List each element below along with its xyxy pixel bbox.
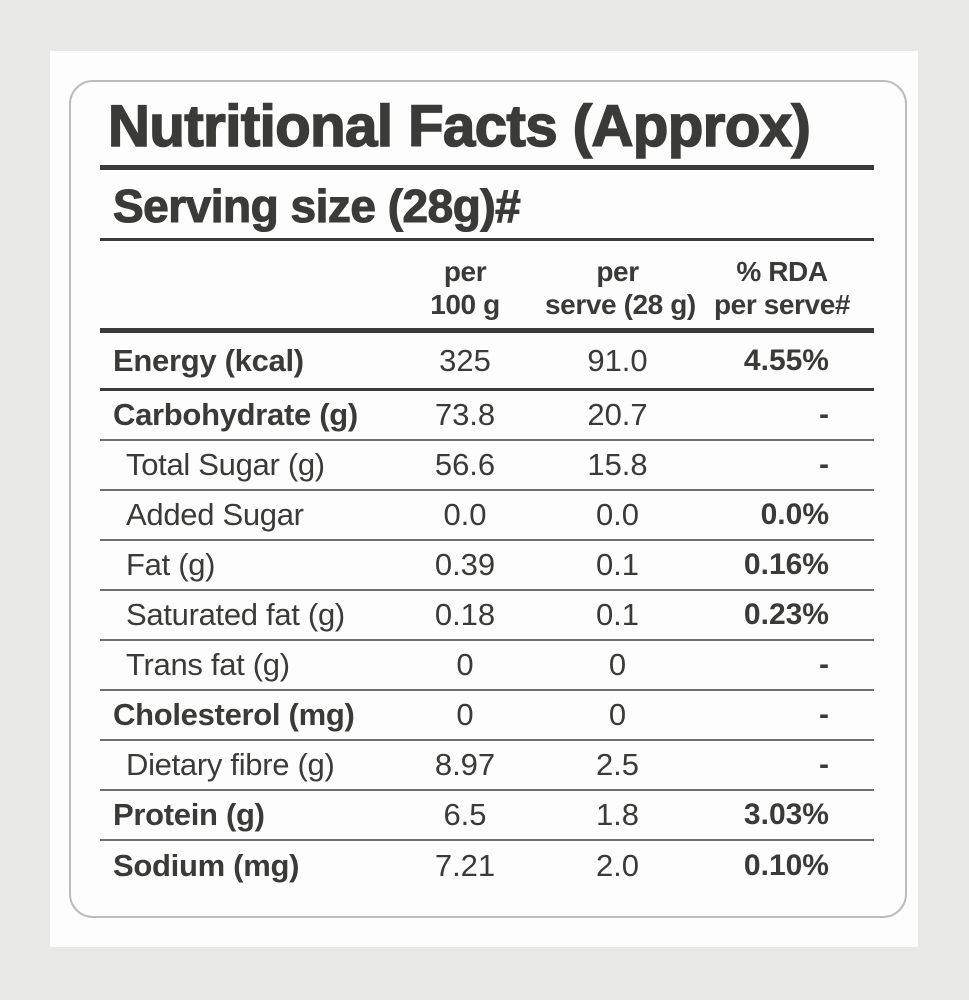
value-per-serve: 2.0 <box>595 848 640 883</box>
value-rda-per-serve: 0.10% <box>743 849 829 882</box>
column-header-per-100g: per 100 g <box>385 255 545 321</box>
value-per-100g: 7.21 <box>434 848 496 883</box>
table-row-protein: Protein (g) 6.5 1.8 3.03% <box>100 791 874 841</box>
table-row-fat: Fat (g) 0.39 0.1 0.16% <box>100 541 874 591</box>
nutrient-label: Carbohydrate (g) <box>113 397 358 432</box>
value-rda-per-serve: - <box>819 698 829 731</box>
nutrient-label: Total Sugar (g) <box>126 447 325 482</box>
column-header-line: per <box>443 256 487 287</box>
value-per-serve: 15.8 <box>587 447 648 482</box>
table-header-row: per 100 g per serve (28 g) % RDA per ser… <box>100 241 874 333</box>
value-per-100g: 56.6 <box>434 447 496 482</box>
value-rda-per-serve: 0.23% <box>743 598 829 631</box>
table-row-total-sugar: Total Sugar (g) 56.6 15.8 - <box>100 441 874 491</box>
value-per-100g: 6.5 <box>443 797 487 832</box>
serving-size-text: Serving size (28g)# <box>112 180 521 232</box>
value-per-100g: 0.18 <box>434 597 496 632</box>
column-header-line: % RDA <box>736 256 828 287</box>
value-rda-per-serve: - <box>819 648 829 681</box>
table-row-saturated-fat: Saturated fat (g) 0.18 0.1 0.23% <box>100 591 874 641</box>
table-row-carbohydrate: Carbohydrate (g) 73.8 20.7 - <box>100 391 874 441</box>
table-row-sodium: Sodium (mg) 7.21 2.0 0.10% <box>100 841 874 891</box>
title-section: Nutritional Facts (Approx) <box>100 82 874 170</box>
nutrient-label: Fat (g) <box>126 547 216 582</box>
value-per-serve: 1.8 <box>595 797 640 832</box>
value-rda-per-serve: - <box>819 748 829 781</box>
nutrient-label: Energy (kcal) <box>113 342 304 378</box>
column-header-line: serve (28 g) <box>545 289 696 320</box>
table-row-cholesterol: Cholesterol (mg) 0 0 - <box>100 691 874 741</box>
label-sheet: Nutritional Facts (Approx) Serving size … <box>50 51 918 947</box>
nutrient-label: Sodium (mg) <box>113 848 300 883</box>
value-per-serve: 20.7 <box>587 397 648 432</box>
column-header-per-serve: per serve (28 g) <box>545 255 696 321</box>
value-per-serve: 91.0 <box>587 342 648 378</box>
value-per-100g: 325 <box>439 342 491 378</box>
nutrient-label: Added Sugar <box>126 497 304 532</box>
column-header-line: per <box>596 256 639 287</box>
column-header-line: 100 g <box>430 289 500 320</box>
serving-size-section: Serving size (28g)# <box>100 170 874 241</box>
value-per-serve: 2.5 <box>595 747 640 782</box>
column-header-rda-per-serve: % RDA per serve# <box>690 255 874 321</box>
value-rda-per-serve: 3.03% <box>743 798 829 831</box>
nutrition-table: per 100 g per serve (28 g) % RDA per ser… <box>100 241 874 891</box>
page-title: Nutritional Facts (Approx) <box>107 94 811 159</box>
value-per-serve: 0.0 <box>595 497 640 532</box>
value-per-100g: 0 <box>456 647 474 682</box>
value-per-serve: 0.1 <box>595 597 640 632</box>
nutrient-label: Cholesterol (mg) <box>113 697 355 732</box>
nutrient-label: Saturated fat (g) <box>126 597 345 632</box>
nutrient-label: Dietary fibre (g) <box>126 747 335 782</box>
value-per-serve: 0 <box>608 647 627 682</box>
column-header-line: per serve# <box>713 289 851 320</box>
value-rda-per-serve: 0.0% <box>760 498 829 531</box>
value-per-100g: 0.39 <box>434 547 496 582</box>
nutrition-facts-card: Nutritional Facts (Approx) Serving size … <box>69 80 907 918</box>
value-per-serve: 0.1 <box>595 547 640 582</box>
table-row-dietary-fibre: Dietary fibre (g) 8.97 2.5 - <box>100 741 874 791</box>
value-rda-per-serve: 0.16% <box>743 548 829 581</box>
table-row-added-sugar: Added Sugar 0.0 0.0 0.0% <box>100 491 874 541</box>
value-per-100g: 73.8 <box>434 397 496 432</box>
value-per-100g: 0 <box>456 697 474 732</box>
card-content: Nutritional Facts (Approx) Serving size … <box>100 82 874 891</box>
value-per-serve: 0 <box>608 697 627 732</box>
nutrient-label: Protein (g) <box>113 797 265 832</box>
value-rda-per-serve: 4.55% <box>743 343 829 377</box>
value-rda-per-serve: - <box>819 448 829 481</box>
value-rda-per-serve: - <box>819 398 829 431</box>
table-row-energy: Energy (kcal) 325 91.0 4.55% <box>100 333 874 391</box>
table-row-trans-fat: Trans fat (g) 0 0 - <box>100 641 874 691</box>
nutrient-label: Trans fat (g) <box>126 647 290 682</box>
value-per-100g: 0.0 <box>443 497 487 532</box>
value-per-100g: 8.97 <box>434 747 496 782</box>
